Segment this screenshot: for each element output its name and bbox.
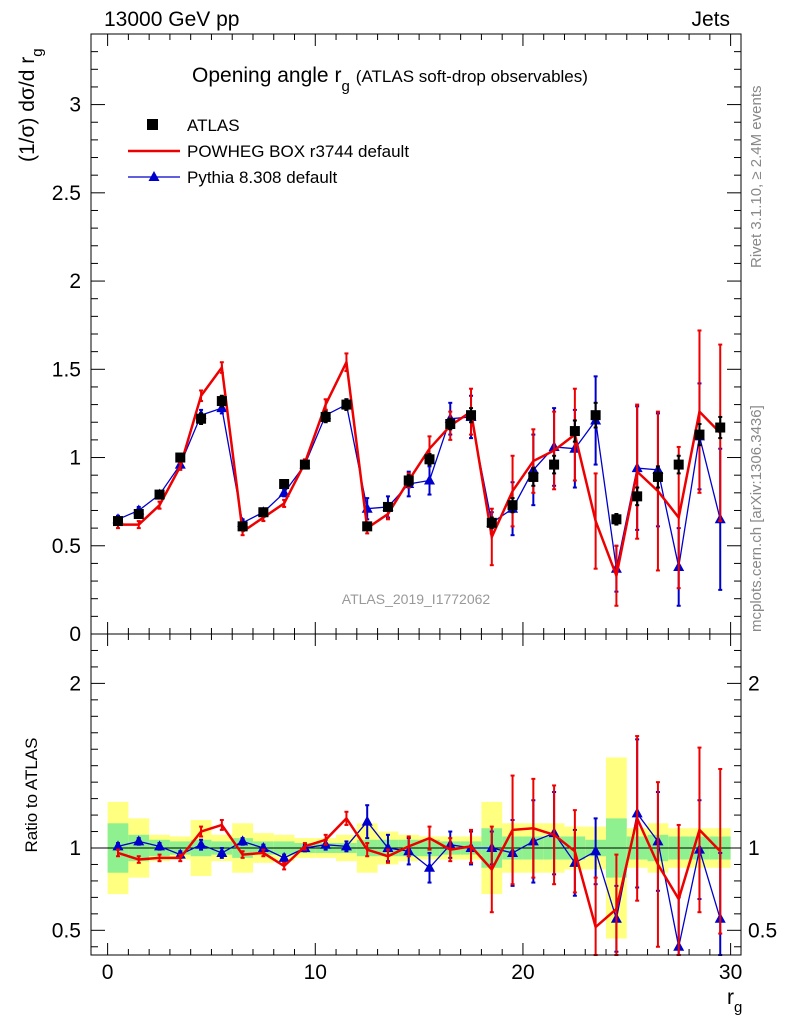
atlas-point: [486, 517, 497, 528]
ratio-y-tick-label: 0.5: [52, 919, 81, 942]
atlas-point: [258, 507, 269, 518]
atlas-point: [320, 411, 331, 422]
pythia-ratio-point: [112, 840, 124, 851]
y-tick-label: 0.5: [52, 535, 81, 558]
mcplots-label: mcplots.cern.ch [arXiv:1306.3436]: [748, 405, 765, 632]
atlas-point: [507, 500, 518, 511]
legend-label: Pythia 8.308 default: [187, 168, 338, 187]
ratio-y-tick-label-right: 0.5: [748, 919, 777, 942]
atlas-point: [715, 422, 726, 433]
atlas-point: [279, 479, 290, 489]
atlas-point: [590, 410, 601, 421]
ratio-panel-frame: [90, 633, 742, 956]
y-tick-label: 3: [69, 94, 81, 117]
header-right: Jets: [691, 8, 730, 31]
powheg-ratio-line: [117, 814, 722, 930]
chart-text: 0 10 20 30 0 0.5 1 1.5 2 2.5 3 0.5 0.5 1 1 2 2 Opening an…: [16, 48, 777, 1016]
atlas-point: [528, 471, 539, 482]
atlas-point: [112, 516, 123, 527]
ratio-series: [112, 735, 726, 956]
chart-title: Opening angle rg(ATLAS soft-drop observa…: [192, 64, 588, 95]
axes: [90, 33, 742, 956]
x-tick-label: 20: [511, 961, 534, 984]
pythia-ratio-point: [195, 838, 207, 849]
ratio-y-tick-label: 1: [69, 837, 81, 860]
header-left: 13000 GeV pp: [104, 8, 240, 31]
y-tick-label: 0: [69, 623, 81, 646]
atlas-point: [403, 475, 414, 486]
ratio-y-tick-label-right: 2: [748, 672, 760, 695]
pythia-ratio-point: [237, 835, 249, 846]
ratio-y-tick-label: 2: [69, 672, 81, 695]
pythia-ratio-point: [278, 851, 290, 862]
atlas-point: [424, 454, 435, 465]
y-tick-label: 1.5: [52, 358, 81, 381]
x-axis-label: rg: [727, 986, 742, 1016]
y-tick-label: 2: [69, 270, 81, 293]
atlas-point: [382, 501, 393, 512]
atlas-point: [466, 410, 477, 421]
pythia-ratio-point: [382, 842, 394, 852]
pythia-ratio-point: [257, 842, 269, 852]
legend-label: POWHEG BOX r3744 default: [187, 142, 409, 161]
legend-label: ATLAS: [187, 116, 240, 135]
atlas-point: [652, 471, 663, 482]
pythia-ratio-line: [117, 811, 721, 947]
watermark-label: ATLAS_2019_I1772062: [342, 591, 491, 607]
atlas-point: [549, 459, 560, 470]
atlas-point: [133, 509, 144, 519]
pythia-ratio-point: [340, 840, 352, 851]
atlas-point: [611, 514, 622, 525]
atlas-point: [196, 413, 207, 424]
atlas-point: [569, 426, 580, 437]
atlas-point: [154, 489, 165, 500]
pythia-ratio-point: [216, 846, 228, 857]
pythia-line: [117, 403, 721, 569]
rivet-label: Rivet 3.1.10, ≥ 2.4M events: [748, 85, 765, 269]
atlas-point: [362, 521, 373, 532]
pythia-ratio-point: [133, 835, 145, 846]
x-tick-label: 30: [719, 961, 742, 984]
atlas-point: [632, 491, 643, 502]
pythia-ratio-point: [361, 815, 373, 826]
atlas-point: [445, 419, 456, 429]
x-tick-label: 0: [102, 961, 114, 984]
powheg-line: [117, 357, 722, 581]
atlas-point: [216, 396, 227, 407]
pythia-ratio-point: [423, 861, 435, 872]
ratio-y-axis-label: Ratio to ATLAS: [22, 738, 41, 853]
atlas-point: [237, 521, 248, 532]
x-tick-label: 10: [304, 961, 327, 984]
atlas-point: [694, 429, 705, 440]
top-series: [112, 329, 726, 607]
y-tick-label: 2.5: [52, 182, 81, 205]
pythia-point: [423, 474, 435, 485]
atlas-point: [299, 459, 310, 470]
legend-atlas-marker: [147, 119, 158, 130]
legend-triangle-marker: [148, 171, 160, 181]
atlas-point: [175, 452, 186, 463]
y-tick-label: 1: [69, 447, 81, 470]
pythia-point: [278, 486, 290, 497]
pythia-ratio-point: [590, 845, 602, 856]
pythia-ratio-point: [154, 840, 166, 851]
atlas-point: [341, 399, 352, 410]
y-axis-label: (1/σ) dσ/d rg: [16, 48, 46, 162]
atlas-point: [673, 459, 684, 470]
ratio-y-tick-label-right: 1: [748, 837, 760, 860]
